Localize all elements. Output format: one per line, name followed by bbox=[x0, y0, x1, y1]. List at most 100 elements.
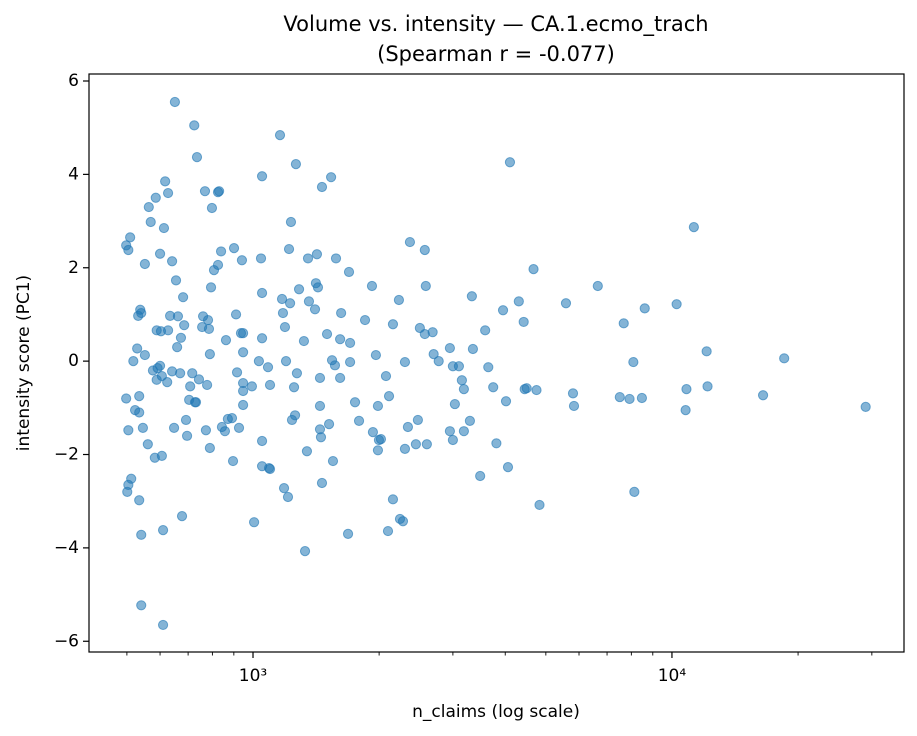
chart-title: Volume vs. intensity — CA.1.ecmo_trach bbox=[283, 12, 708, 37]
point bbox=[150, 192, 161, 203]
plot-frame bbox=[88, 73, 905, 653]
point bbox=[160, 176, 171, 187]
point bbox=[701, 346, 712, 357]
point bbox=[128, 356, 139, 367]
x-tick-label: 10⁴ bbox=[658, 666, 687, 686]
point bbox=[412, 414, 423, 426]
point bbox=[449, 398, 460, 410]
point bbox=[387, 494, 399, 505]
point bbox=[336, 307, 347, 319]
point bbox=[353, 415, 365, 426]
point bbox=[291, 368, 303, 379]
point bbox=[215, 246, 227, 257]
point bbox=[427, 327, 438, 338]
point bbox=[475, 470, 486, 482]
point bbox=[433, 356, 444, 367]
point bbox=[343, 266, 355, 278]
point bbox=[636, 392, 648, 404]
point bbox=[410, 439, 421, 450]
point bbox=[568, 400, 580, 412]
point bbox=[203, 323, 215, 335]
point bbox=[375, 434, 387, 445]
point bbox=[458, 426, 469, 437]
point bbox=[372, 400, 384, 412]
point bbox=[279, 321, 291, 333]
point bbox=[421, 439, 432, 450]
point bbox=[255, 253, 267, 264]
point bbox=[671, 299, 682, 310]
chart-subtitle: (Spearman r = -0.077) bbox=[377, 42, 615, 66]
point bbox=[237, 347, 249, 358]
point bbox=[372, 445, 384, 456]
point bbox=[534, 499, 545, 511]
point bbox=[137, 422, 149, 433]
point bbox=[199, 186, 211, 197]
point bbox=[134, 495, 145, 506]
point bbox=[256, 287, 268, 299]
point bbox=[335, 372, 346, 384]
point bbox=[500, 396, 512, 407]
point bbox=[189, 120, 200, 131]
point bbox=[246, 381, 258, 392]
point bbox=[134, 407, 145, 418]
y-tick-label: 6 bbox=[68, 71, 79, 91]
point bbox=[139, 258, 150, 270]
point bbox=[592, 280, 603, 292]
point bbox=[162, 187, 174, 199]
point bbox=[283, 243, 295, 255]
point bbox=[193, 374, 205, 385]
point bbox=[170, 275, 182, 286]
y-tick-label: 4 bbox=[68, 164, 79, 184]
point bbox=[629, 486, 640, 497]
point bbox=[453, 361, 465, 372]
point bbox=[314, 400, 326, 412]
point bbox=[201, 379, 213, 391]
point bbox=[264, 379, 276, 391]
point bbox=[205, 282, 217, 293]
point bbox=[226, 412, 238, 424]
point bbox=[162, 377, 173, 388]
point bbox=[860, 401, 871, 412]
point bbox=[380, 370, 392, 382]
point bbox=[367, 426, 379, 438]
point bbox=[312, 282, 324, 293]
point bbox=[253, 356, 265, 367]
point bbox=[236, 255, 248, 266]
point bbox=[702, 381, 713, 392]
point bbox=[757, 390, 769, 401]
point bbox=[227, 455, 239, 467]
point bbox=[125, 232, 136, 243]
point bbox=[280, 356, 292, 367]
point bbox=[145, 216, 156, 228]
point bbox=[316, 477, 328, 489]
point bbox=[179, 320, 190, 331]
point bbox=[277, 307, 289, 319]
point bbox=[289, 410, 301, 421]
point bbox=[483, 362, 494, 373]
point bbox=[349, 397, 361, 408]
point bbox=[521, 383, 532, 394]
point bbox=[143, 201, 154, 213]
point bbox=[628, 356, 639, 368]
point bbox=[560, 298, 572, 309]
point bbox=[233, 422, 245, 433]
y-tick-label: 0 bbox=[68, 351, 79, 371]
point bbox=[639, 303, 650, 314]
point bbox=[136, 529, 147, 540]
point bbox=[330, 253, 342, 264]
point bbox=[311, 249, 323, 260]
point bbox=[444, 342, 455, 354]
point bbox=[157, 619, 169, 631]
point bbox=[139, 349, 150, 361]
point bbox=[513, 296, 524, 307]
point bbox=[187, 368, 198, 379]
point bbox=[680, 405, 691, 416]
point bbox=[142, 439, 153, 450]
point bbox=[228, 243, 240, 254]
point bbox=[444, 426, 455, 437]
x-axis-label: n_claims (log scale) bbox=[412, 702, 580, 722]
point bbox=[779, 353, 790, 364]
point bbox=[447, 434, 458, 446]
point bbox=[370, 349, 382, 361]
point bbox=[175, 368, 186, 379]
